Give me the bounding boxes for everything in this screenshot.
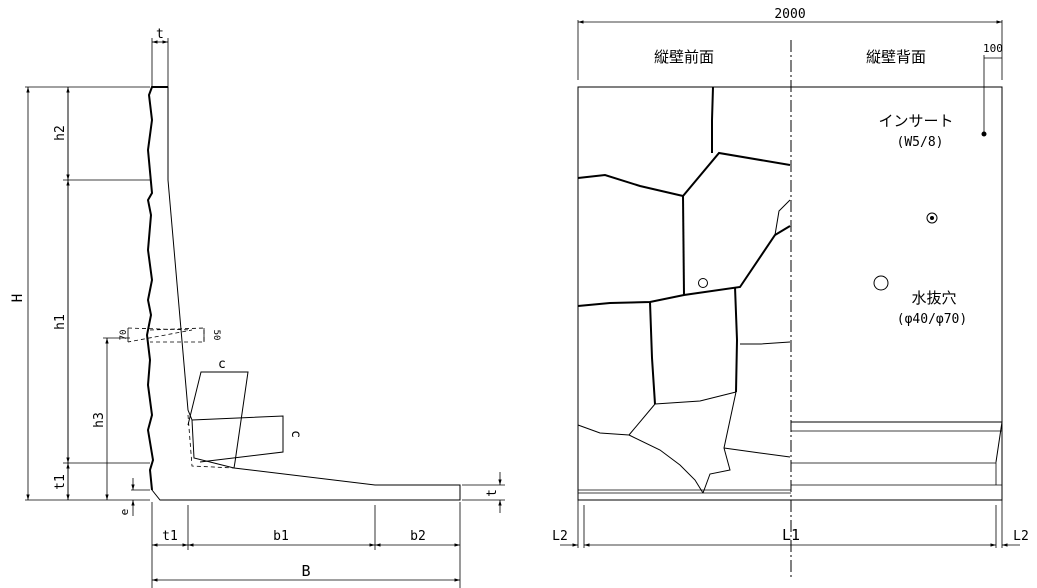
dim-label-c-top: c: [218, 357, 226, 372]
dim-height-chain: h2 h1 t1: [53, 87, 150, 500]
drain-hole-front: [698, 278, 708, 288]
front-face-label: 縦壁前面: [654, 48, 714, 66]
drain-hole-marker: [873, 275, 889, 291]
dim-t-top: t: [151, 27, 169, 75]
dim-label-70: 70: [119, 330, 129, 341]
insert-label: インサート: [878, 112, 953, 130]
dim-label-h1: h1: [53, 314, 68, 330]
drain-spec: (φ40/φ70): [897, 312, 967, 327]
wall-outline: [127, 75, 461, 501]
dim-label-L1: L1: [782, 526, 800, 544]
dim-label-2000: 2000: [774, 7, 805, 22]
dim-label-b1: b1: [273, 529, 289, 544]
dim-label-L2-right: L2: [1013, 529, 1029, 544]
dim-label-h2: h2: [53, 125, 68, 141]
dim-total-width: 2000: [577, 7, 1003, 80]
dim-label-c-side: c: [288, 430, 303, 438]
dim-label-B: B: [301, 562, 310, 580]
dim-label-50: 50: [211, 330, 221, 341]
insert-marker-top: [981, 131, 987, 137]
dim-label-h3: h3: [92, 412, 107, 428]
back-face-label: 縦壁背面: [866, 48, 926, 66]
dim-h3: h3: [92, 337, 130, 500]
dim-label-H: H: [10, 294, 26, 302]
dim-label-b2: b2: [410, 529, 426, 544]
panel-outline: [577, 86, 1003, 501]
dim-label-t-top: t: [156, 27, 164, 42]
stone-pattern: [577, 86, 1003, 494]
drain-label: 水抜穴: [911, 289, 956, 307]
dim-label-L2-left: L2: [552, 529, 568, 544]
cross-section-view: t H h2 h1 t1 h3 e 70 50 c c: [10, 27, 505, 588]
dim-bottom-chain: t1 b1 b2 B: [151, 502, 461, 588]
insert-marker-core: [930, 216, 934, 220]
dim-label-t1-bottom: t1: [162, 529, 178, 544]
dim-t-right: t: [462, 472, 505, 513]
dim-label-e: e: [118, 509, 131, 516]
dim-H: H: [10, 86, 150, 501]
insert-marker: [926, 212, 938, 224]
dim-label-100: 100: [983, 42, 1003, 55]
dim-L-chain: L2 L1 L2: [552, 500, 1029, 548]
dim-offset-100: 100: [983, 42, 1003, 133]
elevation-view: 2000 100 縦壁前面 縦壁背面: [552, 7, 1029, 580]
insert-spec: (W5/8): [897, 135, 944, 150]
dim-label-t-right: t: [485, 489, 500, 497]
dim-label-t1-left: t1: [53, 474, 68, 490]
dim-e: e: [118, 478, 150, 516]
dim-weep-pipe: 70 50: [119, 330, 221, 341]
